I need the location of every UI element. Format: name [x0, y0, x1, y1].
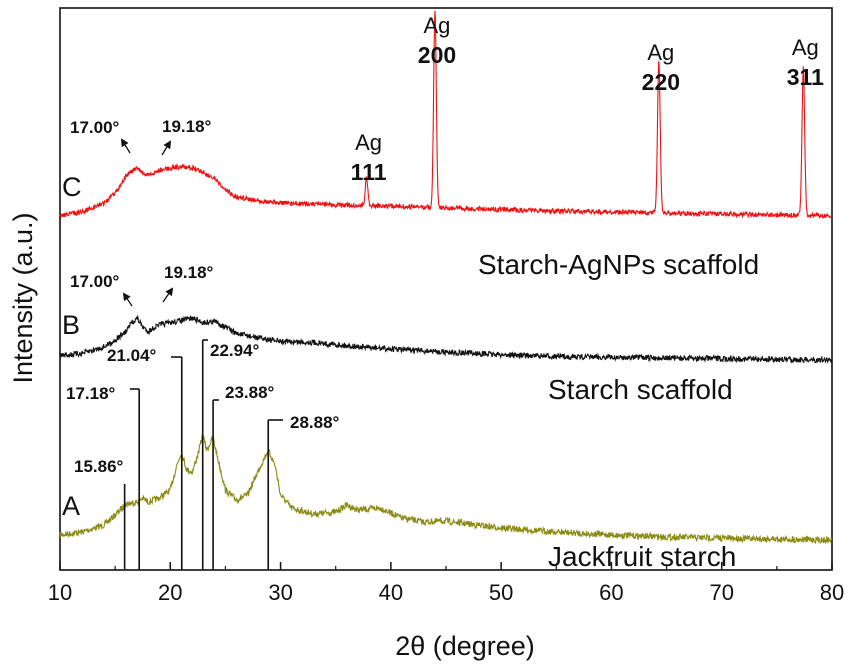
plot-border	[59, 7, 833, 571]
x-tick-label-70: 70	[709, 580, 733, 605]
peak-label-A-4: 23.88°	[225, 383, 275, 402]
series-line-B	[59, 314, 833, 364]
x-tick-label-10: 10	[48, 580, 72, 605]
curve-letter-A: A	[62, 491, 80, 521]
x-tick-label-50: 50	[489, 580, 513, 605]
peak-label-A-1: 17.18°	[66, 384, 116, 403]
peak-label-C-0: 17.00°	[70, 118, 120, 137]
ag-hkl-311: 311	[787, 64, 824, 90]
curve-letter-C: C	[62, 172, 82, 202]
x-tick-label-40: 40	[379, 580, 403, 605]
series-line-A	[59, 433, 833, 545]
peak-label-C-1: 19.18°	[162, 117, 212, 136]
peak-label-B-0: 17.00°	[70, 272, 120, 291]
peak-label-A-2: 21.04°	[107, 346, 157, 365]
plot-frame	[59, 7, 833, 571]
series-line-C	[59, 10, 833, 220]
peak-label-A-5: 28.88°	[290, 413, 340, 432]
x-tick-label-20: 20	[158, 580, 182, 605]
ag-hkl-200: 200	[418, 42, 456, 68]
peak-arrow-B-1	[162, 287, 174, 303]
ag-label-220: Ag	[647, 40, 674, 65]
x-axis-ticks: 10 20 30 40 50 60 70 80	[48, 562, 844, 605]
series-label-B: Starch scaffold	[548, 374, 733, 405]
x-tick-label-60: 60	[599, 580, 623, 605]
peak-arrow-B-0	[122, 292, 133, 307]
annotations: A Jackfruit starch B Starch scaffold C Starch…	[62, 13, 824, 572]
ag-label-311: Ag	[792, 35, 819, 60]
ag-label-111: Ag	[355, 130, 382, 155]
x-tick-label-80: 80	[820, 580, 844, 605]
ag-hkl-220: 220	[642, 69, 680, 95]
x-tick-label-30: 30	[268, 580, 292, 605]
peak-label-A-3: 22.94°	[210, 341, 260, 360]
curve-letter-B: B	[62, 310, 80, 340]
series-label-A: Jackfruit starch	[548, 541, 736, 572]
ag-hkl-111: 111	[351, 159, 387, 185]
peak-label-A-0: 15.86°	[74, 457, 124, 476]
y-axis-title: Intensity (a.u.)	[8, 212, 38, 383]
peak-arrow-C-1	[161, 140, 172, 156]
ag-label-200: Ag	[424, 13, 451, 38]
peak-label-B-1: 19.18°	[164, 263, 214, 282]
x-axis-title: 2θ (degree)	[395, 631, 535, 661]
series-label-C: Starch-AgNPs scaffold	[478, 249, 759, 280]
curves	[59, 10, 833, 545]
peak-arrow-C-0	[120, 138, 131, 154]
